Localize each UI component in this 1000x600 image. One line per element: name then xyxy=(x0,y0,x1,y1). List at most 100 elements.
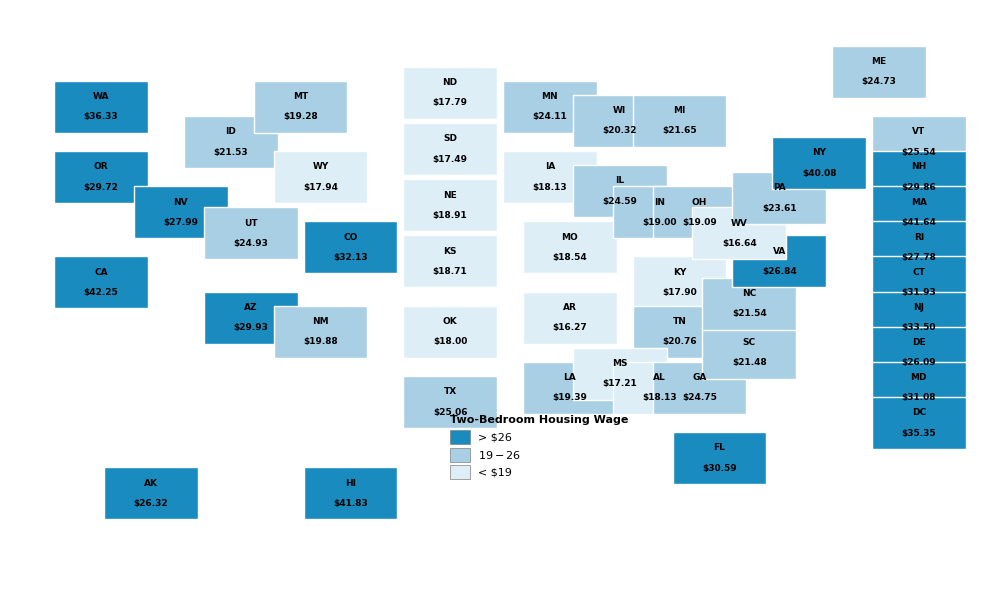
Text: $25.54: $25.54 xyxy=(901,148,936,157)
FancyBboxPatch shape xyxy=(872,256,966,308)
Text: $36.33: $36.33 xyxy=(84,112,118,121)
Text: CA: CA xyxy=(94,268,108,277)
Text: MD: MD xyxy=(911,373,927,382)
Text: DE: DE xyxy=(912,338,926,347)
FancyBboxPatch shape xyxy=(403,67,497,119)
Text: $27.78: $27.78 xyxy=(901,253,936,262)
Text: NC: NC xyxy=(742,289,756,298)
Text: $19.88: $19.88 xyxy=(303,337,338,346)
Text: $21.65: $21.65 xyxy=(662,127,697,136)
Text: $26.32: $26.32 xyxy=(134,499,168,508)
FancyBboxPatch shape xyxy=(872,116,966,168)
FancyBboxPatch shape xyxy=(274,151,367,203)
FancyBboxPatch shape xyxy=(673,432,766,484)
FancyBboxPatch shape xyxy=(274,305,367,358)
Text: AZ: AZ xyxy=(244,303,257,312)
Text: $41.64: $41.64 xyxy=(901,218,936,227)
Text: $30.59: $30.59 xyxy=(702,464,737,473)
FancyBboxPatch shape xyxy=(403,123,497,175)
Text: FL: FL xyxy=(713,443,725,452)
FancyBboxPatch shape xyxy=(872,362,966,414)
Text: $35.35: $35.35 xyxy=(902,428,936,437)
FancyBboxPatch shape xyxy=(573,165,667,217)
Text: NM: NM xyxy=(312,317,329,326)
Text: $21.48: $21.48 xyxy=(732,358,767,367)
Text: WV: WV xyxy=(731,218,748,227)
FancyBboxPatch shape xyxy=(503,81,597,133)
Bar xyxy=(450,465,470,479)
Text: $16.27: $16.27 xyxy=(552,323,587,332)
Text: $20.32: $20.32 xyxy=(602,127,637,136)
FancyBboxPatch shape xyxy=(702,278,796,329)
FancyBboxPatch shape xyxy=(633,305,726,358)
Text: GA: GA xyxy=(692,373,707,382)
Text: $18.00: $18.00 xyxy=(433,337,467,346)
Text: RI: RI xyxy=(914,233,924,242)
FancyBboxPatch shape xyxy=(732,172,826,224)
Text: OK: OK xyxy=(443,317,458,326)
FancyBboxPatch shape xyxy=(54,256,148,308)
FancyBboxPatch shape xyxy=(523,362,617,414)
Text: $24.93: $24.93 xyxy=(233,239,268,248)
Text: $29.86: $29.86 xyxy=(901,182,936,191)
FancyBboxPatch shape xyxy=(304,221,397,274)
Text: LA: LA xyxy=(563,373,576,382)
Text: $26.09: $26.09 xyxy=(902,358,936,367)
Text: $17.21: $17.21 xyxy=(602,379,637,388)
FancyBboxPatch shape xyxy=(304,467,397,519)
FancyBboxPatch shape xyxy=(204,207,298,259)
Text: $17.94: $17.94 xyxy=(303,182,338,191)
FancyBboxPatch shape xyxy=(633,256,726,308)
Text: $33.50: $33.50 xyxy=(902,323,936,332)
Text: $31.93: $31.93 xyxy=(901,288,936,297)
Text: MI: MI xyxy=(673,106,686,115)
Text: ID: ID xyxy=(225,127,236,136)
Text: $41.83: $41.83 xyxy=(333,499,368,508)
FancyBboxPatch shape xyxy=(523,221,617,274)
Text: OH: OH xyxy=(692,197,707,206)
Text: $23.61: $23.61 xyxy=(762,204,797,213)
Text: $32.13: $32.13 xyxy=(333,253,368,262)
FancyBboxPatch shape xyxy=(204,292,298,344)
FancyBboxPatch shape xyxy=(613,362,706,414)
Text: $17.90: $17.90 xyxy=(662,288,697,297)
FancyBboxPatch shape xyxy=(573,348,667,400)
Text: $24.11: $24.11 xyxy=(532,112,567,121)
Text: CO: CO xyxy=(343,233,358,242)
Text: $19.28: $19.28 xyxy=(283,112,318,121)
Text: $19.09: $19.09 xyxy=(682,218,717,227)
Text: MN: MN xyxy=(542,92,558,101)
Text: KY: KY xyxy=(673,268,686,277)
FancyBboxPatch shape xyxy=(872,221,966,274)
Text: $26.84: $26.84 xyxy=(762,267,797,276)
Text: WA: WA xyxy=(93,92,109,101)
FancyBboxPatch shape xyxy=(832,46,926,98)
FancyBboxPatch shape xyxy=(872,326,966,379)
Text: NH: NH xyxy=(911,163,926,172)
FancyBboxPatch shape xyxy=(872,151,966,203)
FancyBboxPatch shape xyxy=(403,179,497,231)
Text: $31.08: $31.08 xyxy=(902,394,936,403)
Text: PA: PA xyxy=(773,184,786,193)
Text: DC: DC xyxy=(912,409,926,418)
Text: $17.79: $17.79 xyxy=(433,98,468,107)
Text: < $19: < $19 xyxy=(478,467,512,477)
Text: NY: NY xyxy=(812,148,826,157)
Text: MS: MS xyxy=(612,359,627,368)
FancyBboxPatch shape xyxy=(692,207,786,259)
Text: NV: NV xyxy=(174,197,188,206)
Bar xyxy=(450,448,470,461)
Text: $18.91: $18.91 xyxy=(433,211,468,220)
Text: $19.39: $19.39 xyxy=(552,394,587,403)
Text: IL: IL xyxy=(615,176,624,185)
FancyBboxPatch shape xyxy=(872,186,966,238)
Text: $19 - $26: $19 - $26 xyxy=(478,449,521,461)
FancyBboxPatch shape xyxy=(523,292,617,344)
Text: SC: SC xyxy=(743,338,756,347)
Text: $17.49: $17.49 xyxy=(433,155,468,164)
Text: TN: TN xyxy=(673,317,686,326)
Text: $25.06: $25.06 xyxy=(433,407,467,416)
Text: $29.72: $29.72 xyxy=(84,182,119,191)
Text: IA: IA xyxy=(545,163,555,172)
FancyBboxPatch shape xyxy=(54,151,148,203)
